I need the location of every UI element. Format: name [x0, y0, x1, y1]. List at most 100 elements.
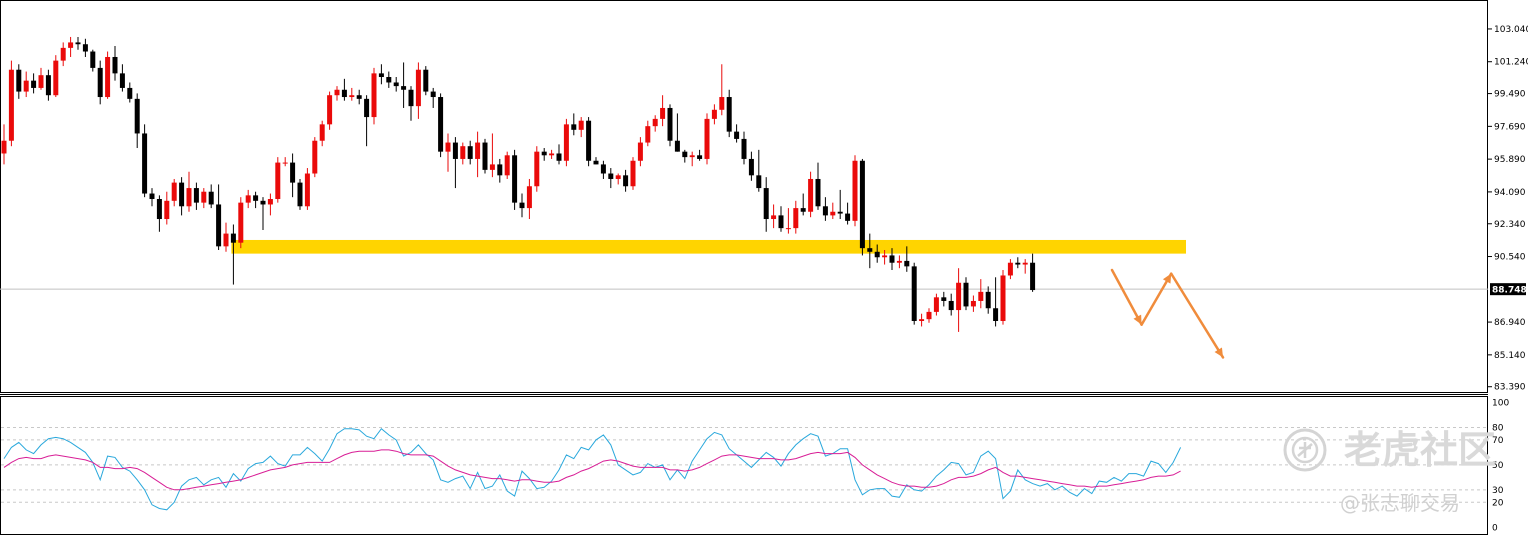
candle-body	[919, 319, 925, 321]
candle-body	[874, 251, 880, 258]
candle-body	[112, 56, 118, 74]
candle-body	[578, 120, 584, 130]
candle	[578, 117, 584, 138]
candle-body	[822, 206, 828, 216]
support-zone-layer	[231, 239, 1186, 254]
candle	[75, 36, 81, 50]
candle	[408, 86, 414, 121]
candle	[312, 137, 318, 178]
candle-body	[904, 260, 910, 267]
candle	[519, 193, 525, 218]
candle-body	[364, 98, 370, 118]
candle-body	[504, 155, 510, 176]
candle-body	[467, 146, 473, 159]
candle	[378, 64, 384, 85]
candle	[208, 184, 214, 209]
candle	[1030, 253, 1036, 292]
candle	[267, 193, 273, 216]
candle	[504, 151, 510, 179]
candle-body	[815, 178, 821, 207]
candle	[763, 177, 769, 232]
candle-body	[216, 204, 222, 247]
candle	[164, 191, 170, 225]
candle	[926, 308, 932, 323]
candle	[660, 95, 666, 127]
candle-body	[741, 138, 747, 159]
support-zone	[231, 239, 1186, 254]
candle	[541, 148, 547, 161]
candle	[689, 151, 695, 167]
candle	[460, 142, 466, 165]
candle-body	[127, 87, 133, 99]
candle	[556, 144, 562, 165]
candle	[201, 188, 207, 209]
candle	[127, 82, 133, 103]
oscillator-tick-label: 100	[1492, 398, 1509, 408]
candle	[216, 184, 222, 250]
candle	[319, 120, 325, 147]
candle	[134, 93, 140, 149]
candle	[60, 42, 66, 67]
candle	[275, 157, 281, 203]
candle	[260, 197, 266, 230]
candle	[45, 69, 51, 101]
forecast-arrows-layer	[1110, 268, 1225, 359]
candle	[53, 55, 59, 98]
candle	[911, 262, 917, 325]
candle	[963, 277, 969, 311]
candle-body	[223, 233, 229, 247]
candle-body	[75, 42, 81, 45]
price-tick-label: 92.340	[1494, 220, 1526, 230]
candle-body	[8, 69, 14, 141]
candle-body	[97, 67, 103, 98]
candle-body	[105, 56, 111, 98]
forecast-arrow-head	[1214, 347, 1223, 358]
candle-body	[859, 160, 865, 249]
candle-body	[867, 248, 873, 252]
candle-body	[845, 213, 851, 221]
candle	[726, 89, 732, 138]
candle	[1022, 259, 1028, 274]
candle	[645, 120, 651, 147]
candle	[223, 222, 229, 252]
candle	[238, 197, 244, 249]
current-price-tag	[1490, 283, 1526, 296]
candle-body	[778, 215, 784, 229]
candle-body	[556, 153, 562, 161]
candle	[290, 153, 296, 198]
candle	[948, 293, 954, 316]
candle	[438, 93, 444, 158]
candle	[674, 113, 680, 152]
candle	[327, 91, 333, 130]
candle	[852, 155, 858, 227]
candle	[68, 36, 74, 57]
candle-body	[941, 297, 947, 301]
candle-body	[45, 75, 51, 96]
candle	[475, 131, 481, 178]
candle	[600, 160, 606, 179]
price-tick-label: 90.540	[1494, 253, 1526, 263]
candle	[919, 313, 925, 327]
candle	[97, 60, 103, 105]
candle	[467, 140, 473, 165]
candle-body	[630, 160, 636, 187]
candle-body	[1, 140, 7, 154]
price-tick-label: 94.090	[1494, 188, 1526, 198]
candle-body	[319, 124, 325, 141]
candle-body	[549, 153, 555, 156]
candle-body	[830, 211, 836, 216]
candle-body	[297, 182, 303, 207]
candle-body	[90, 51, 96, 68]
candle-body	[186, 188, 192, 207]
candle-body	[378, 73, 384, 78]
price-tick-label: 101.240	[1494, 58, 1528, 68]
candle	[904, 246, 910, 272]
candle	[734, 124, 740, 143]
candle	[793, 200, 799, 234]
candle	[512, 149, 518, 210]
candle-body	[31, 80, 37, 88]
candle	[748, 151, 754, 181]
candle	[401, 62, 407, 108]
candle-body	[652, 118, 658, 127]
oscillator-layer	[1, 426, 1487, 511]
